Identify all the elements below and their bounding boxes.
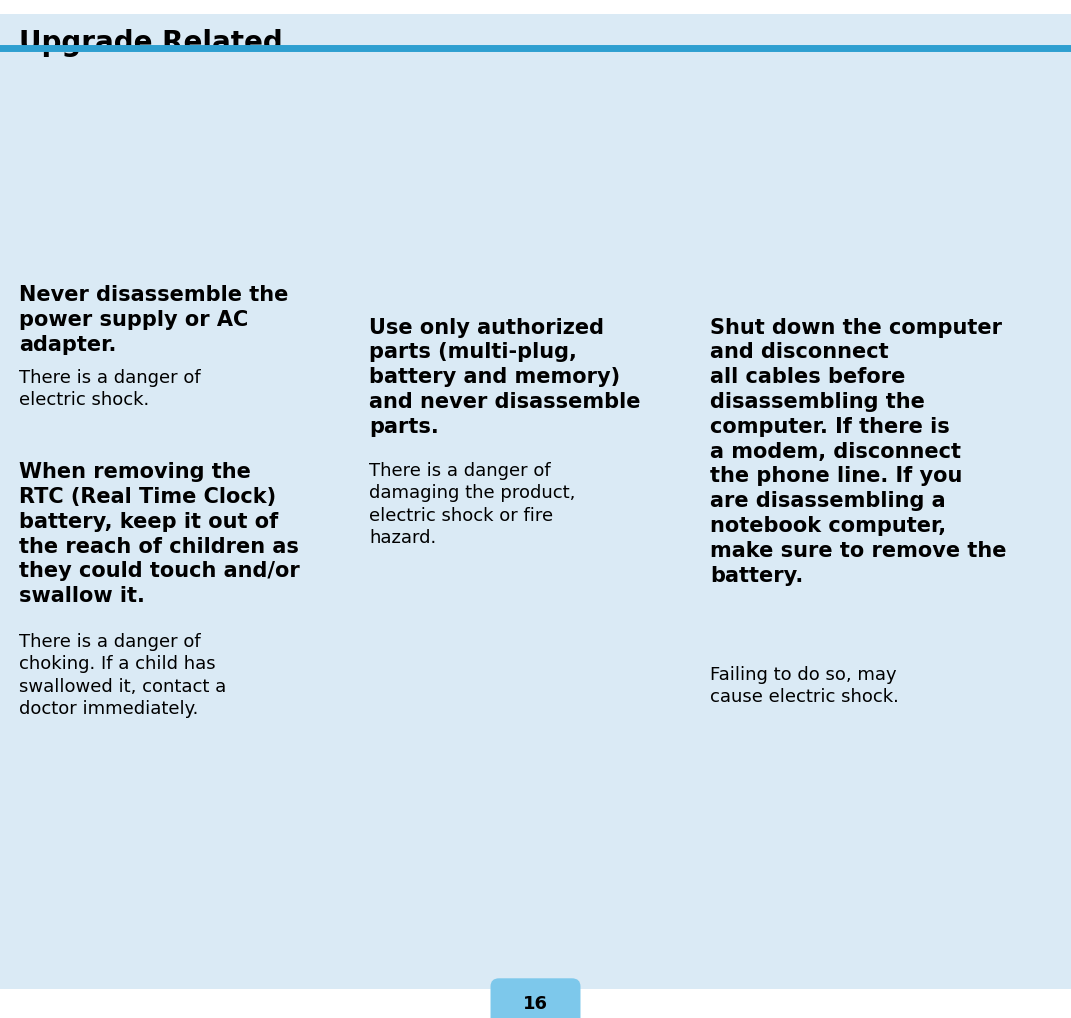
Text: When removing the
RTC (Real Time Clock)
battery, keep it out of
the reach of chi: When removing the RTC (Real Time Clock) … bbox=[19, 462, 300, 606]
Text: Shut down the computer
and disconnect
all cables before
disassembling the
comput: Shut down the computer and disconnect al… bbox=[710, 318, 1007, 585]
Text: Use only authorized
parts (multi-plug,
battery and memory)
and never disassemble: Use only authorized parts (multi-plug, b… bbox=[369, 318, 642, 437]
Text: Failing to do so, may
cause electric shock.: Failing to do so, may cause electric sho… bbox=[710, 666, 899, 705]
Text: There is a danger of
damaging the product,
electric shock or fire
hazard.: There is a danger of damaging the produc… bbox=[369, 462, 576, 547]
Text: Never disassemble the
power supply or AC
adapter.: Never disassemble the power supply or AC… bbox=[19, 285, 289, 354]
Text: 16: 16 bbox=[523, 995, 548, 1013]
Text: Upgrade Related: Upgrade Related bbox=[19, 29, 283, 57]
Text: There is a danger of
choking. If a child has
swallowed it, contact a
doctor imme: There is a danger of choking. If a child… bbox=[19, 633, 227, 718]
Text: There is a danger of
electric shock.: There is a danger of electric shock. bbox=[19, 369, 201, 408]
